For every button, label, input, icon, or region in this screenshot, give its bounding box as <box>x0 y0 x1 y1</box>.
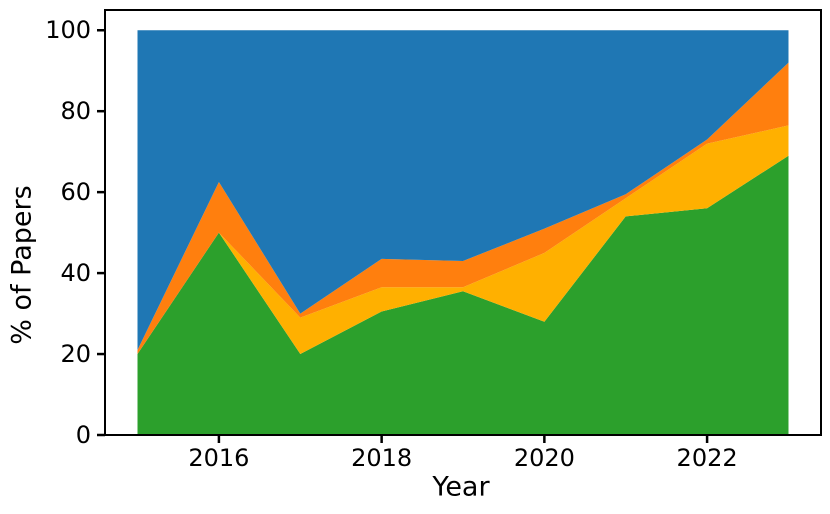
y-tick-label: 0 <box>76 421 91 449</box>
y-tick-label: 60 <box>60 178 91 206</box>
x-tick-label: 2018 <box>351 444 412 472</box>
x-tick-label: 2016 <box>188 444 249 472</box>
x-tick-label: 2022 <box>677 444 738 472</box>
y-tick-label: 80 <box>60 97 91 125</box>
y-tick-label: 40 <box>60 259 91 287</box>
y-tick-label: 100 <box>45 16 91 44</box>
series-area-gold <box>137 125 789 355</box>
x-tick-label: 2020 <box>514 444 575 472</box>
axes-spines <box>104 9 822 436</box>
series-area-green <box>137 155 789 435</box>
x-axis-label: Year <box>432 471 490 503</box>
y-tick-label: 20 <box>60 340 91 368</box>
y-axis-label: % of Papers <box>6 185 38 345</box>
series-area-blue <box>137 30 789 350</box>
